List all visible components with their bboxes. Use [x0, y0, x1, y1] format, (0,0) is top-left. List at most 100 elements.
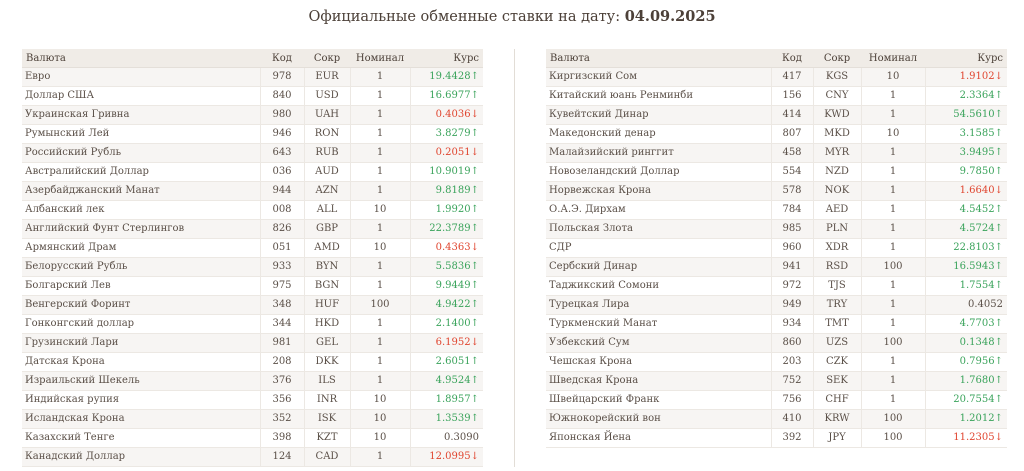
table-row: Албанский лек 008 ALL 10 1.9920↑	[22, 200, 483, 220]
currency-nominal: 10	[349, 390, 410, 410]
currency-name: Туркменский Манат	[546, 314, 771, 334]
currency-name: Грузинский Лари	[22, 333, 260, 353]
currency-abbr: ILS	[303, 371, 350, 391]
currency-rate: 1.3539↑	[409, 409, 483, 429]
column-header-nominal: Номинал	[350, 49, 410, 68]
table-row: Швейцарский Франк 756 CHF 1 20.7554↑	[546, 390, 1007, 410]
currency-code: 417	[770, 67, 813, 87]
currency-rate: 11.2305↓	[924, 428, 1007, 448]
currency-rate: 0.4363↓	[409, 238, 483, 258]
currency-rate: 12.0995↓	[409, 447, 483, 467]
currency-code: 860	[770, 333, 813, 353]
currency-nominal: 1	[349, 276, 410, 296]
currency-nominal: 1	[349, 181, 410, 201]
currency-nominal: 1	[349, 257, 410, 277]
currency-rate: 1.8957↑	[409, 390, 483, 410]
currency-name: Датская Крона	[22, 352, 260, 372]
currency-name: Сербский Динар	[546, 257, 771, 277]
currency-rate: 4.9422↑	[409, 295, 483, 315]
currency-abbr: NZD	[812, 162, 861, 182]
currency-abbr: ISK	[303, 409, 350, 429]
currency-nominal: 1	[860, 238, 925, 258]
currency-rate: 3.9495↑	[924, 143, 1007, 163]
currency-abbr: CZK	[812, 352, 861, 372]
title-prefix: Официальные обменные ставки на дату:	[308, 9, 621, 25]
currency-nominal: 1	[349, 86, 410, 106]
table-row: Македонский денар 807 MKD 10 3.1585↑	[546, 124, 1007, 144]
currency-name: Македонский денар	[546, 124, 771, 144]
column-header-abbr: Сокр	[304, 49, 350, 68]
currency-code: 840	[259, 86, 304, 106]
currency-nominal: 10	[860, 124, 925, 144]
currency-name: Английский Фунт Стерлингов	[22, 219, 260, 239]
currency-name: Норвежская Крона	[546, 181, 771, 201]
currency-nominal: 100	[860, 333, 925, 353]
currency-code: 348	[259, 295, 304, 315]
currency-abbr: ALL	[303, 200, 350, 220]
currency-abbr: GEL	[303, 333, 350, 353]
currency-name: Японская Йена	[546, 428, 771, 448]
table-row: Доллар США 840 USD 1 16.6977↑	[22, 86, 483, 106]
currency-rate: 9.7850↑	[924, 162, 1007, 182]
currency-abbr: UAH	[303, 105, 350, 125]
table-row: Грузинский Лари 981 GEL 1 6.1952↓	[22, 333, 483, 353]
currency-rate: 4.5724↑	[924, 219, 1007, 239]
currency-code: 124	[259, 447, 304, 467]
currency-name: О.А.Э. Дирхам	[546, 200, 771, 220]
currency-name: Доллар США	[22, 86, 260, 106]
currency-name: Израильский Шекель	[22, 371, 260, 391]
column-header-abbr: Сокр	[813, 49, 861, 68]
currency-name: Белорусский Рубль	[22, 257, 260, 277]
currency-code: 978	[259, 67, 304, 87]
currency-abbr: NOK	[812, 181, 861, 201]
currency-nominal: 1	[349, 105, 410, 125]
currency-abbr: GBP	[303, 219, 350, 239]
currency-code: 376	[259, 371, 304, 391]
currency-code: 944	[259, 181, 304, 201]
currency-name: Шведская Крона	[546, 371, 771, 391]
currency-code: 398	[259, 428, 304, 448]
table-row: Английский Фунт Стерлингов 826 GBP 1 22.3789…	[22, 219, 483, 239]
table-row: СДР 960 XDR 1 22.8103↑	[546, 238, 1007, 258]
currency-abbr: HKD	[303, 314, 350, 334]
table-row: Турецкая Лира 949 TRY 1 0.4052	[546, 295, 1007, 315]
currency-nominal: 100	[349, 295, 410, 315]
currency-rate: 0.1348↑	[924, 333, 1007, 353]
currency-code: 756	[770, 390, 813, 410]
table-row: Азербайджанский Манат 944 AZN 1 9.8189↑	[22, 181, 483, 201]
rates-table-left: Валюта Код Сокр Номинал Курс Евро 978 EUR 1…	[22, 49, 483, 467]
currency-code: 208	[259, 352, 304, 372]
currency-nominal: 1	[349, 371, 410, 391]
currency-name: Узбекский Сум	[546, 333, 771, 353]
table-row: Новозеландский Доллар 554 NZD 1 9.7850↑	[546, 162, 1007, 182]
currency-name: Венгерский Форинт	[22, 295, 260, 315]
table-row: Казахский Тенге 398 KZT 10 0.3090	[22, 428, 483, 448]
currency-abbr: AZN	[303, 181, 350, 201]
currency-rate: 1.6640↓	[924, 181, 1007, 201]
table-row: Украинская Гривна 980 UAH 1 0.4036↓	[22, 105, 483, 125]
currency-code: 554	[770, 162, 813, 182]
table-row: Евро 978 EUR 1 19.4428↑	[22, 67, 483, 87]
table-row: О.А.Э. Дирхам 784 AED 1 4.5452↑	[546, 200, 1007, 220]
table-row: Сербский Динар 941 RSD 100 16.5943↑	[546, 257, 1007, 277]
currency-abbr: KWD	[812, 105, 861, 125]
table-row: Норвежская Крона 578 NOK 1 1.6640↓	[546, 181, 1007, 201]
currency-name: Киргизский Сом	[546, 67, 771, 87]
column-header-currency: Валюта	[546, 49, 771, 68]
currency-name: Украинская Гривна	[22, 105, 260, 125]
table-row: Белорусский Рубль 933 BYN 1 5.5836↑	[22, 257, 483, 277]
currency-abbr: MKD	[812, 124, 861, 144]
table-row: Таджикский Сомони 972 TJS 1 1.7554↑	[546, 276, 1007, 296]
currency-abbr: KZT	[303, 428, 350, 448]
currency-nominal: 100	[860, 409, 925, 429]
currency-name: Гонконгский доллар	[22, 314, 260, 334]
currency-name: Албанский лек	[22, 200, 260, 220]
rates-table-right: Валюта Код Сокр Номинал Курс Киргизский …	[546, 49, 1007, 448]
table-row: Гонконгский доллар 344 HKD 1 2.1400↑	[22, 314, 483, 334]
currency-code: 410	[770, 409, 813, 429]
currency-nominal: 1	[860, 390, 925, 410]
currency-code: 036	[259, 162, 304, 182]
currency-abbr: SEK	[812, 371, 861, 391]
rates-date: 04.09.2025	[624, 8, 716, 25]
currency-abbr: TMT	[812, 314, 861, 334]
